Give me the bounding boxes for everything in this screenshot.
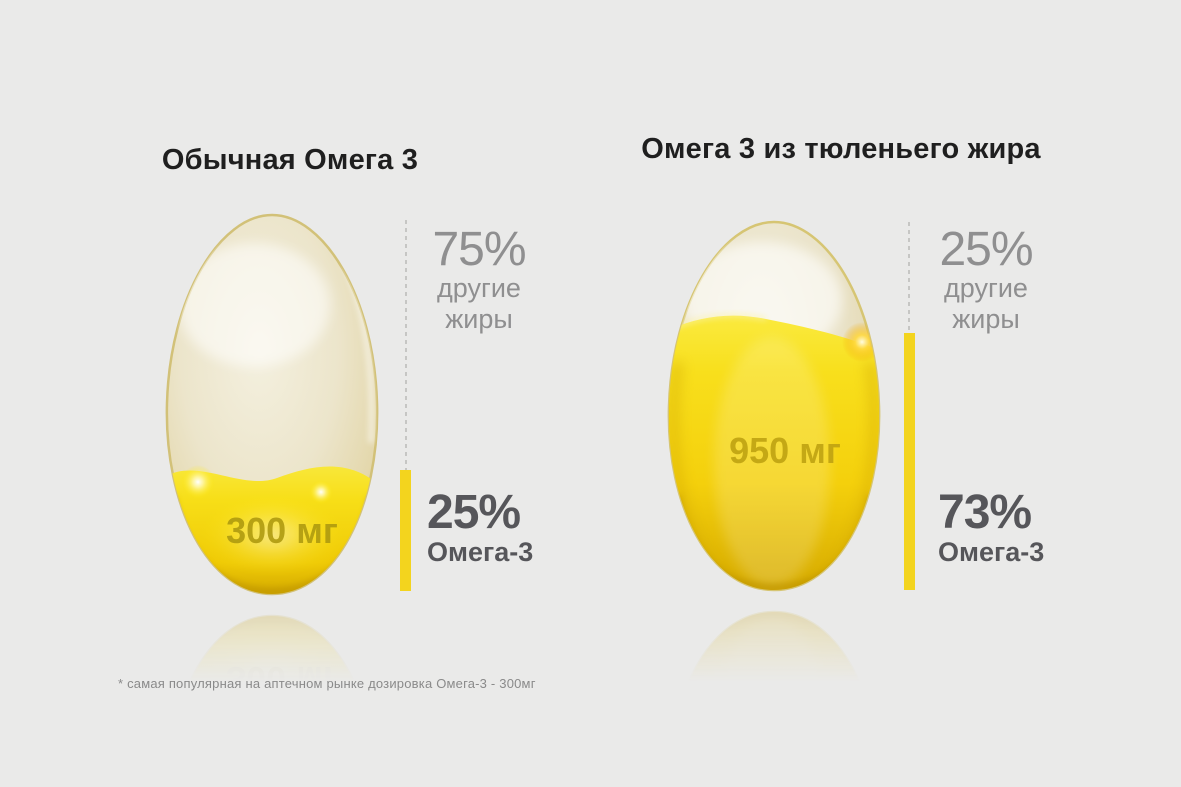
capsule-left-top-highlight [178,243,330,367]
capsule-right-body: 950 мг [667,220,881,592]
capsule-left: 300 мг [152,213,392,705]
right-other-fats-percent: 25% [939,223,1033,276]
capsule-right-gloss-band [714,337,830,587]
capsule-left-sparkle [181,465,215,499]
right-omega-group: 73% Омега-3 [938,486,1045,567]
left-omega-group: 25% Омега-3 [427,486,534,567]
capsule-left-dose-label: 300 мг [226,510,338,551]
capsule-left-body: 300 мг [165,213,379,596]
left-meter-omega-bar [400,470,411,591]
capsule-right: 950 мг [654,220,894,712]
left-other-fats-group: 75% другие жиры [406,223,552,335]
capsule-left-sparkle [309,480,333,504]
right-meter-dashed-track [908,222,910,333]
left-omega-percent: 25% [427,486,521,539]
right-other-fats-group: 25% другие жиры [913,223,1059,335]
footnote: * самая популярная на аптечном рынке доз… [118,676,536,691]
right-other-fats-label-line2: жиры [952,304,1020,334]
left-omega-label: Омега-3 [427,537,534,567]
left-other-fats-label-line1: другие [437,273,521,303]
capsule-right-dose-label: 950 мг [729,430,841,471]
capsule-right-edge-glow [842,322,880,362]
left-other-fats-percent: 75% [432,223,526,276]
right-omega-label: Омега-3 [938,537,1045,567]
right-other-fats-label-line1: другие [944,273,1028,303]
left-panel-title: Обычная Омега 3 [161,144,419,176]
capsule-right-reflection [669,605,882,712]
right-omega-percent: 73% [938,486,1032,539]
right-meter-omega-bar [904,333,915,590]
left-other-fats-label-line2: жиры [445,304,513,334]
right-panel-title: Омега 3 из тюленьего жира [641,133,1041,165]
left-meter-dashed-track [405,220,407,470]
capsule-left-oil-glow [200,493,344,577]
